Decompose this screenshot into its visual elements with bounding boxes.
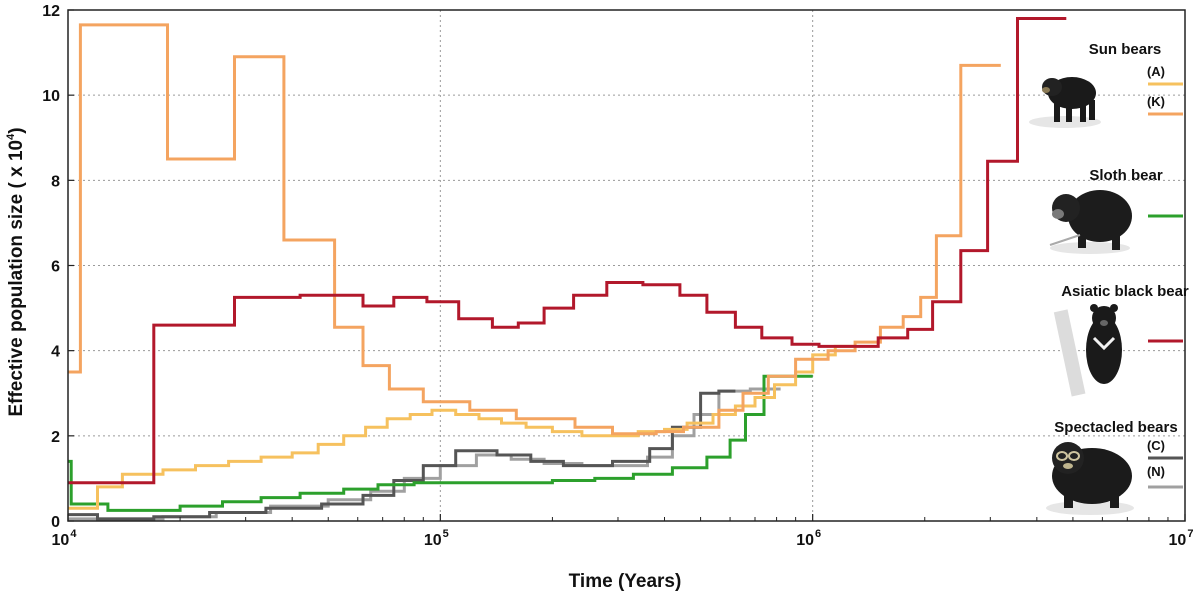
grid-lines <box>68 10 1185 521</box>
legend-group-title: Sloth bear <box>1089 167 1163 184</box>
y-tick-label: 6 <box>51 259 60 276</box>
y-tick-label: 12 <box>42 3 60 20</box>
sun-bear-illustration <box>1029 77 1101 128</box>
x-tick-label: 107 <box>1169 528 1194 549</box>
y-axis-title-exponent: 4 <box>5 133 17 140</box>
asiatic-black-bear-illustration <box>1053 304 1122 397</box>
y-tick-label: 0 <box>51 514 60 531</box>
x-tick-label: 105 <box>424 528 449 549</box>
y-tick-label: 10 <box>42 88 60 105</box>
tick-labels: 0 2 4 6 8 10 12 104 105 106 107 <box>42 3 1193 549</box>
legend-entry-code: (C) <box>1147 438 1165 453</box>
series-line-1 <box>68 23 1001 436</box>
series-line-4 <box>68 389 736 521</box>
legend-group-title: Spectacled bears <box>1054 419 1177 436</box>
x-tick-label: 106 <box>796 528 821 549</box>
y-tick-label: 4 <box>51 344 60 361</box>
series-line-0 <box>68 344 856 510</box>
y-axis-title-close: ) <box>6 127 27 133</box>
legend-entry-code: (A) <box>1147 64 1165 79</box>
x-axis-title: Time (Years) <box>569 571 682 592</box>
y-tick-label: 2 <box>51 429 60 446</box>
x-tick-label: 104 <box>52 528 78 549</box>
series-lines <box>68 17 1067 521</box>
spectacled-bear-illustration <box>1046 442 1134 515</box>
sloth-bear-illustration <box>1049 190 1132 254</box>
legend-group-title: Asiatic black bear <box>1061 283 1189 300</box>
legend: Sun bears (A) (K) Sloth bear Asiatic black b… <box>1054 41 1189 489</box>
series-line-2 <box>68 374 813 512</box>
y-axis-title-main: Effective population size ( x 10 <box>6 140 27 417</box>
legend-entry-code: (K) <box>1147 94 1165 109</box>
bear-illustrations <box>1029 77 1134 515</box>
y-axis-title: Effective population size ( x 104) <box>5 127 27 416</box>
y-tick-label: 8 <box>51 173 60 190</box>
series-line-3 <box>68 17 1067 485</box>
legend-entry-code: (N) <box>1147 464 1165 479</box>
legend-group-title: Sun bears <box>1089 41 1162 58</box>
